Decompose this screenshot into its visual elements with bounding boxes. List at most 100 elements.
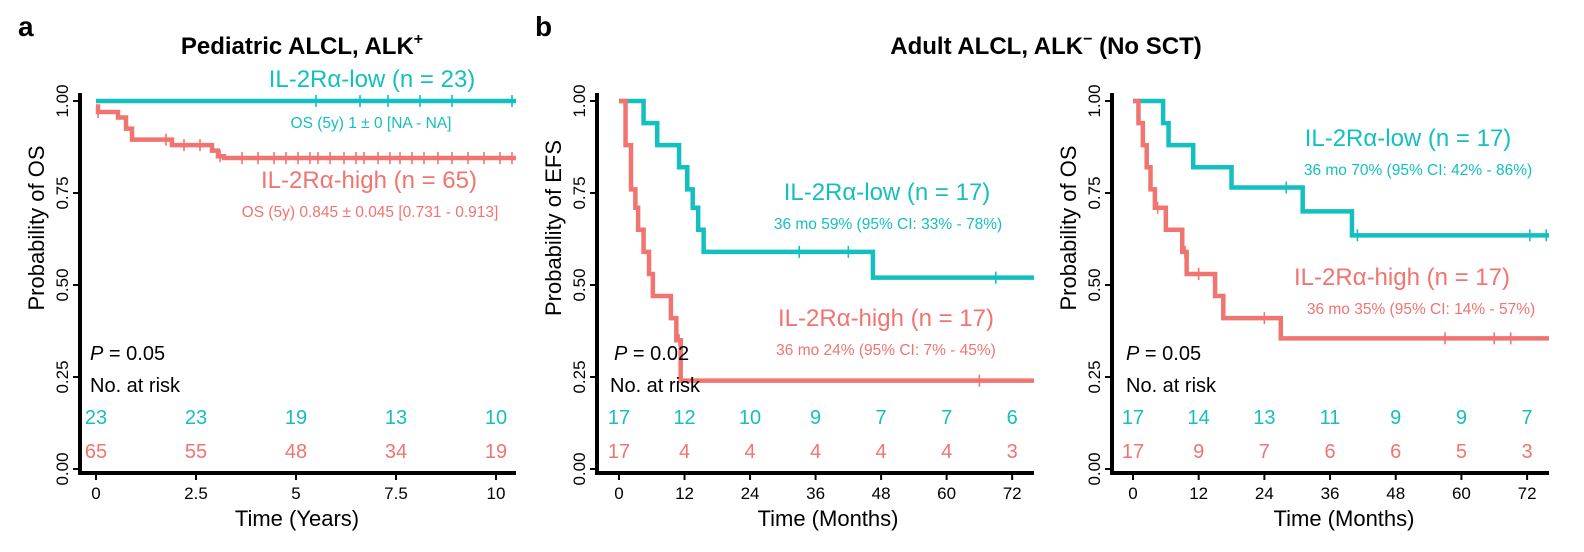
x-tick-label: 60 — [1452, 484, 1471, 503]
risk-count: 6 — [1390, 441, 1401, 463]
low-group-stat: OS (5y) 1 ± 0 [NA - NA] — [291, 115, 452, 132]
risk-count: 4 — [744, 441, 755, 463]
low-group-label: IL-2Rα-low (n = 17) — [784, 179, 991, 206]
panel-b-efs-plot: Probability of EFS Time (Months) 0.00 0.2… — [541, 84, 1034, 531]
survival-curves — [619, 98, 1034, 387]
x-tick-label: 72 — [1518, 484, 1537, 503]
risk-count: 9 — [1456, 407, 1467, 429]
risk-count: 17 — [1122, 441, 1144, 463]
risk-count: 10 — [739, 407, 761, 429]
y-tick-label: 0.75 — [1085, 176, 1104, 209]
x-tick-label: 7.5 — [384, 484, 408, 503]
risk-table-label: No. at risk — [610, 375, 701, 397]
low-group-label: IL-2Rα-low (n = 23) — [269, 66, 476, 93]
risk-count: 17 — [1122, 407, 1144, 429]
risk-count: 55 — [185, 441, 207, 463]
panel-a-title: Pediatric ALCL, ALK+ — [181, 31, 423, 60]
low-group-stat: 36 mo 70% (95% CI: 42% - 86%) — [1304, 162, 1532, 179]
risk-count: 7 — [1259, 441, 1270, 463]
risk-count: 9 — [810, 407, 821, 429]
panel-b-title: Adult ALCL, ALK− (No SCT) — [890, 31, 1202, 60]
risk-count: 4 — [810, 441, 821, 463]
risk-count: 17 — [608, 407, 630, 429]
axes — [1110, 93, 1549, 475]
risk-count: 17 — [608, 441, 630, 463]
p-value: P = 0.05 — [90, 343, 165, 365]
y-tick-label: 0.75 — [570, 176, 589, 209]
high-group-stat: 36 mo 35% (95% CI: 14% - 57%) — [1307, 301, 1535, 318]
risk-count: 13 — [1253, 407, 1275, 429]
risk-row-low: 23 23 19 13 10 — [85, 407, 507, 429]
risk-count: 3 — [1007, 441, 1018, 463]
km-curve-high — [619, 98, 1034, 383]
risk-count: 3 — [1522, 441, 1533, 463]
y-tick-label: 0.50 — [570, 268, 589, 301]
x-tick-label: 12 — [675, 484, 694, 503]
x-tick-label: 72 — [1003, 484, 1022, 503]
y-axis-label: Probability of EFS — [541, 140, 566, 316]
y-tick-label: 0.25 — [53, 360, 72, 393]
risk-count: 4 — [876, 441, 887, 463]
low-group-label: IL-2Rα-low (n = 17) — [1305, 125, 1512, 152]
risk-count: 23 — [85, 407, 107, 429]
panel-b-os-plot: Probability of OS Time (Months) 0.00 0.25… — [1056, 84, 1549, 531]
risk-count: 65 — [85, 441, 107, 463]
high-group-label: IL-2Rα-high (n = 65) — [261, 167, 477, 194]
risk-count: 4 — [941, 441, 952, 463]
risk-table-label: No. at risk — [1126, 375, 1217, 397]
y-tick-label: 0.00 — [570, 452, 589, 485]
y-tick-labels: 0.00 0.25 0.50 0.75 1.00 — [570, 84, 597, 486]
risk-count: 10 — [485, 407, 507, 429]
y-tick-label: 1.00 — [570, 84, 589, 117]
risk-count: 14 — [1188, 407, 1210, 429]
panel-letter-a: a — [18, 11, 34, 42]
x-axis-label: Time (Months) — [1274, 506, 1415, 531]
x-tick-label: 5 — [291, 484, 300, 503]
x-tick-label: 2.5 — [184, 484, 208, 503]
risk-table-label: No. at risk — [90, 375, 181, 397]
high-group-stat: 36 mo 24% (95% CI: 7% - 45%) — [776, 342, 996, 359]
high-group-stat: OS (5y) 0.845 ± 0.045 [0.731 - 0.913] — [242, 204, 499, 221]
y-axis-label: Probability of OS — [1056, 145, 1081, 310]
x-tick-label: 48 — [872, 484, 891, 503]
x-tick-label: 0 — [614, 484, 623, 503]
y-tick-labels: 0.00 0.25 0.50 0.75 1.00 — [53, 84, 80, 486]
x-axis-label: Time (Months) — [758, 506, 899, 531]
risk-row-high: 17 9 7 6 6 5 3 — [1122, 441, 1533, 463]
x-tick-label: 36 — [1321, 484, 1340, 503]
x-tick-labels: 0 12 24 36 48 60 72 — [1128, 473, 1537, 503]
risk-count: 5 — [1456, 441, 1467, 463]
risk-count: 11 — [1320, 407, 1341, 429]
risk-count: 6 — [1324, 441, 1335, 463]
p-value: P = 0.02 — [614, 343, 689, 365]
x-tick-label: 0 — [1128, 484, 1137, 503]
panel-a-plot: Probability of OS Time (Years) 0.000.250… — [24, 66, 516, 531]
y-axis-label: Probability of OS — [24, 145, 49, 310]
x-tick-label: 0 — [91, 484, 100, 503]
y-tick-label: 0.25 — [570, 360, 589, 393]
y-tick-label: 0.00 — [1085, 452, 1104, 485]
y-tick-label: 0.00 — [53, 452, 72, 485]
y-tick-label: 0.50 — [53, 268, 72, 301]
risk-count: 19 — [285, 407, 307, 429]
panel-letter-b: b — [535, 11, 552, 42]
km-curve-low — [1133, 98, 1549, 238]
risk-count: 13 — [385, 407, 407, 429]
risk-count: 7 — [1522, 407, 1533, 429]
x-tick-label: 24 — [1255, 484, 1274, 503]
risk-row-high: 17 4 4 4 4 4 3 — [608, 441, 1018, 463]
y-tick-label: 0.75 — [53, 176, 72, 209]
km-curve-low — [619, 98, 1034, 280]
x-tick-label: 10 — [487, 484, 506, 503]
y-tick-label: 0.50 — [1085, 268, 1104, 301]
km-curve-high — [1133, 98, 1549, 341]
risk-row-low: 17 12 10 9 7 7 6 — [608, 407, 1018, 429]
survival-curves — [95, 95, 516, 165]
risk-row-high: 65 55 48 34 19 — [85, 441, 507, 463]
x-tick-label: 24 — [741, 484, 760, 503]
high-group-label: IL-2Rα-high (n = 17) — [778, 305, 994, 332]
risk-count: 9 — [1390, 407, 1401, 429]
low-group-stat: 36 mo 59% (95% CI: 33% - 78%) — [774, 216, 1002, 233]
risk-count: 7 — [941, 407, 952, 429]
risk-count: 48 — [285, 441, 307, 463]
